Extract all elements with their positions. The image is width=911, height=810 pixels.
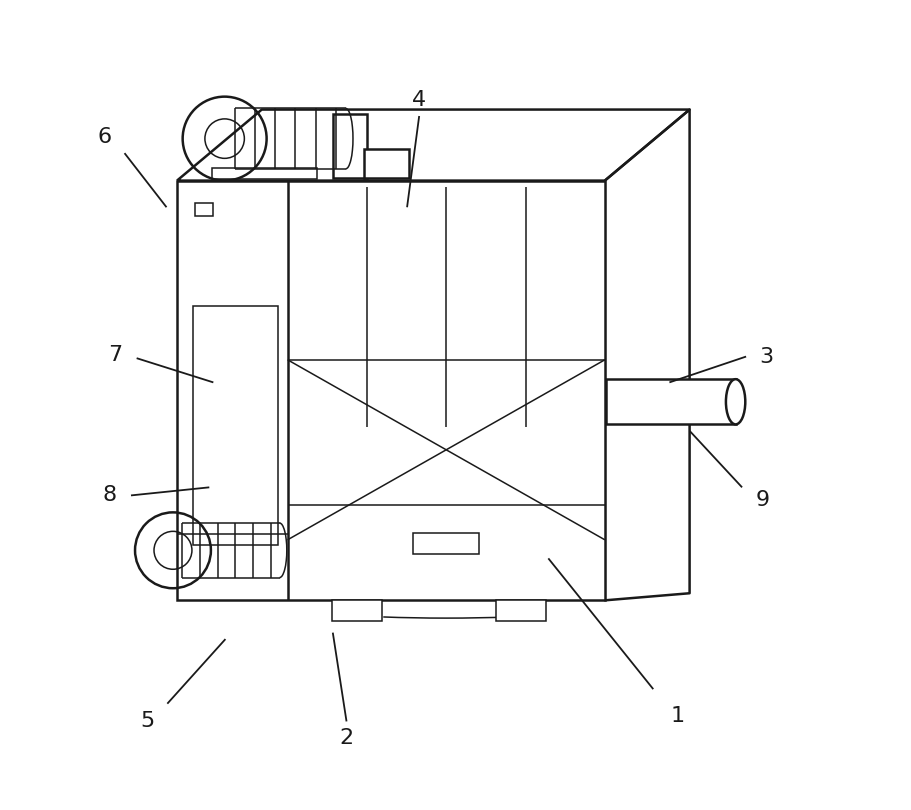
Ellipse shape [726, 379, 745, 424]
Bar [607, 379, 735, 424]
Text: 7: 7 [107, 345, 122, 365]
Polygon shape [605, 109, 690, 600]
Text: 3: 3 [759, 347, 773, 367]
Text: 6: 6 [97, 127, 111, 147]
Text: 5: 5 [140, 711, 154, 731]
Text: 4: 4 [412, 90, 426, 110]
Bar [413, 532, 479, 553]
Text: 8: 8 [103, 485, 118, 505]
Bar [332, 600, 382, 621]
Text: 1: 1 [670, 706, 684, 726]
Polygon shape [177, 109, 690, 181]
Bar [333, 114, 367, 178]
Bar [496, 600, 546, 621]
Text: 2: 2 [340, 727, 353, 748]
Text: 9: 9 [755, 490, 769, 510]
Bar [212, 168, 317, 179]
Bar [193, 305, 278, 545]
Bar [177, 181, 605, 600]
Bar [195, 203, 212, 216]
Bar [364, 149, 409, 178]
